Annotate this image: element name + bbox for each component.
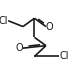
Text: Cl: Cl <box>59 51 69 61</box>
Text: O: O <box>15 43 23 53</box>
Text: O: O <box>46 22 54 32</box>
Text: Cl: Cl <box>0 16 8 26</box>
